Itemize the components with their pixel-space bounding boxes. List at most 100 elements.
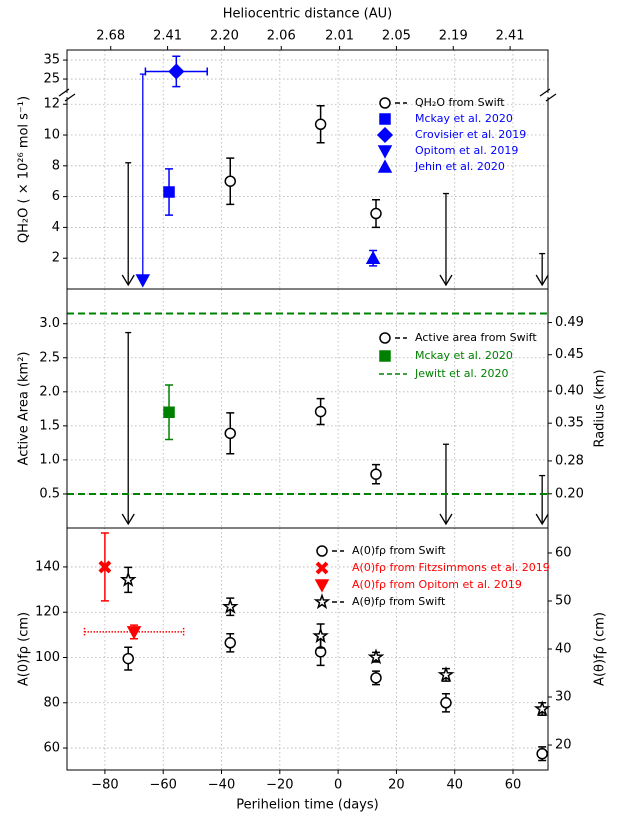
- y2-tick-label: 60: [555, 545, 572, 560]
- marker: [367, 648, 385, 665]
- legend-marker: [379, 113, 391, 125]
- arrow-head: [121, 274, 135, 287]
- arrow-head: [439, 274, 453, 287]
- marker: [163, 186, 175, 198]
- y-tick-label: 10: [43, 128, 60, 143]
- arrow-head: [439, 513, 453, 526]
- y-tick-label: 25: [43, 72, 60, 87]
- x2-tick-label: 2.41: [496, 29, 525, 44]
- marker: [119, 571, 137, 587]
- y-axis-label: QH₂O ( × 10²⁶ mol s⁻¹): [17, 96, 32, 243]
- axis-break-mark: [539, 88, 557, 102]
- legend-label: Jehin et al. 2020: [414, 160, 505, 173]
- y-tick-label: 1.0: [39, 452, 60, 467]
- y-tick-label: 2: [52, 251, 60, 266]
- legend-label: A(0)fρ from Swift: [352, 544, 446, 557]
- marker: [126, 626, 142, 640]
- marker: [440, 697, 452, 709]
- axis-break-gap: [546, 93, 550, 97]
- x2-tick-label: 2.01: [325, 29, 354, 44]
- x-tick-label: −40: [208, 778, 235, 793]
- x-tick-label: −60: [149, 778, 176, 793]
- y2-axis-label: Radius (km): [593, 369, 608, 447]
- x-tick-label: 40: [446, 778, 463, 793]
- y2-tick-label: 0.35: [555, 416, 584, 431]
- arrow-head: [535, 274, 549, 287]
- y-tick-label: 4: [52, 220, 60, 235]
- axis-break-gap: [65, 93, 69, 97]
- y-tick-label: 0.5: [39, 486, 60, 501]
- plot-frame: [66, 288, 549, 529]
- legend-marker: [313, 593, 331, 610]
- legend-label: Crovisier et al. 2019: [415, 128, 526, 141]
- arrow-head: [535, 513, 549, 526]
- marker: [437, 666, 455, 683]
- x-error-bar: [83, 627, 185, 636]
- legend-label: Active area from Swift: [415, 331, 537, 344]
- y2-tick-label: 30: [555, 690, 572, 705]
- marker: [370, 468, 382, 480]
- x2-tick-label: 2.19: [439, 29, 468, 44]
- marker: [370, 672, 382, 684]
- legend-label: Jewitt et al. 2020: [414, 367, 509, 380]
- marker: [536, 747, 548, 760]
- x-tick-label: 60: [505, 778, 522, 793]
- x2-axis-label: Heliocentric distance (AU): [223, 7, 392, 22]
- marker: [135, 274, 151, 288]
- x2-tick-label: 2.41: [153, 29, 182, 44]
- marker: [122, 652, 134, 665]
- y-axis-label: A(0)fρ (cm): [17, 612, 32, 686]
- y-tick-label: 120: [35, 605, 60, 620]
- legend-marker: [316, 545, 328, 557]
- x2-tick-label: 2.06: [267, 29, 296, 44]
- legend-marker: [315, 561, 329, 575]
- marker: [98, 560, 112, 574]
- y2-axis-label: A(θ)fρ (cm): [593, 612, 608, 686]
- arrow-head: [121, 513, 135, 526]
- marker: [224, 175, 236, 187]
- y-tick-label: 8: [52, 158, 60, 173]
- y-tick-label: 6: [52, 189, 60, 204]
- x2-tick-label: 2.68: [96, 29, 125, 44]
- legend-label: A(θ)fρ from Swift: [352, 595, 446, 608]
- marker: [224, 427, 236, 440]
- y2-tick-label: 0.28: [555, 453, 584, 468]
- y2-tick-label: 20: [555, 738, 572, 753]
- y2-tick-label: 40: [555, 642, 572, 657]
- legend-marker: [376, 126, 394, 144]
- x-tick-label: −20: [266, 778, 293, 793]
- x2-tick-label: 2.05: [382, 29, 411, 44]
- y-axis-label: Active Area (km²): [17, 352, 32, 466]
- y-tick-label: 100: [35, 650, 60, 665]
- x-tick-label: −80: [91, 778, 118, 793]
- y2-tick-label: 50: [555, 593, 572, 608]
- marker: [221, 597, 239, 614]
- legend-marker: [377, 145, 393, 159]
- legend-label: Mckay et al. 2020: [415, 112, 513, 125]
- x2-tick-label: 2.20: [210, 29, 239, 44]
- y-tick-label: 2.5: [39, 350, 60, 365]
- y2-tick-label: 0.40: [555, 384, 584, 399]
- legend-marker: [379, 350, 391, 362]
- legend-marker: [377, 159, 393, 173]
- legend-marker: [379, 97, 391, 109]
- y-tick-label: 3.0: [39, 316, 60, 331]
- marker: [314, 405, 327, 418]
- y2-tick-label: 0.20: [555, 486, 584, 501]
- y-tick-label: 1.5: [39, 418, 60, 433]
- legend-marker: [314, 579, 330, 593]
- y-tick-label: 60: [43, 741, 60, 756]
- axis-break-mark: [58, 88, 76, 102]
- legend-label: A(0)fρ from Opitom et al. 2019: [352, 578, 522, 591]
- y-tick-label: 35: [43, 53, 60, 68]
- y-tick-label: 2.0: [39, 384, 60, 399]
- y2-tick-label: 0.49: [555, 315, 584, 330]
- marker: [533, 700, 551, 717]
- marker: [365, 250, 381, 264]
- marker: [168, 63, 185, 80]
- legend-marker: [379, 332, 391, 344]
- x-tick-label: 0: [334, 778, 342, 793]
- legend-label: Mckay et al. 2020: [415, 349, 513, 362]
